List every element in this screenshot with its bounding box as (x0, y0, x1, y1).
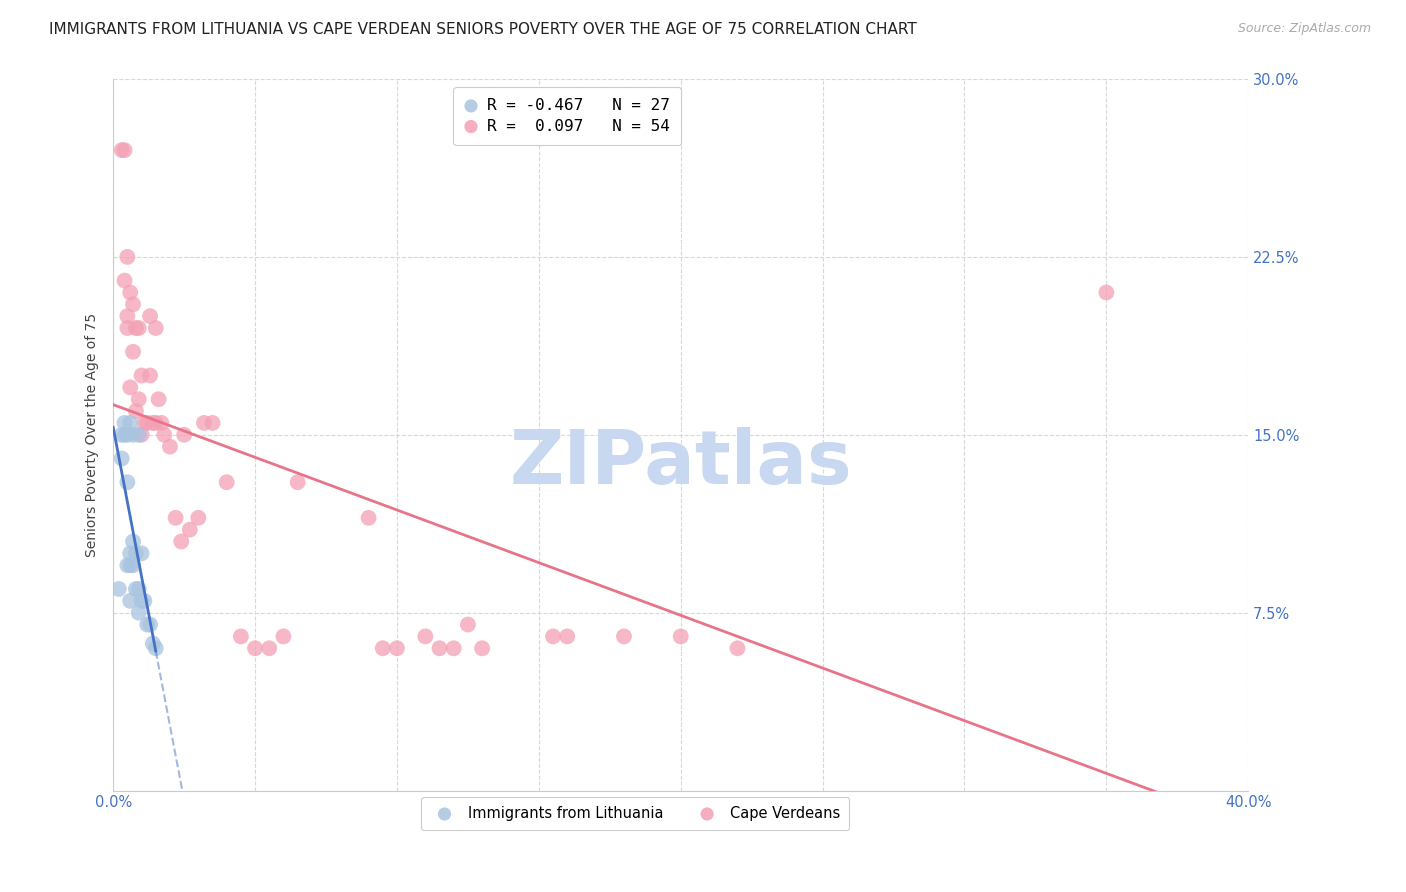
Point (120, 558, 142, 573)
Point (108, 582, 131, 596)
Point (120, 416, 142, 430)
Point (111, 143, 134, 157)
Point (117, 427, 139, 442)
Point (131, 546, 153, 560)
Point (122, 534, 145, 549)
Point (385, 641, 408, 656)
Point (142, 416, 165, 430)
Point (122, 558, 145, 573)
Point (125, 404, 148, 418)
Point (443, 641, 465, 656)
Point (117, 475, 139, 490)
Point (117, 250, 139, 264)
Point (727, 641, 749, 656)
Point (457, 617, 479, 632)
Point (120, 546, 142, 560)
Point (139, 309, 162, 323)
Point (173, 427, 195, 442)
Point (114, 416, 136, 430)
Point (613, 629, 636, 643)
Point (122, 297, 145, 311)
Text: IMMIGRANTS FROM LITHUANIA VS CAPE VERDEAN SENIORS POVERTY OVER THE AGE OF 75 COR: IMMIGRANTS FROM LITHUANIA VS CAPE VERDEA… (49, 22, 917, 37)
Point (179, 523, 201, 537)
Point (243, 641, 266, 656)
Point (1095, 285, 1118, 300)
Point (131, 427, 153, 442)
Point (371, 641, 394, 656)
Point (128, 582, 150, 596)
Point (541, 629, 564, 643)
Point (139, 368, 162, 383)
Point (139, 617, 162, 632)
Point (111, 451, 134, 466)
Point (215, 475, 238, 490)
Point (134, 594, 156, 608)
Point (159, 440, 181, 454)
Point (122, 427, 145, 442)
Point (153, 427, 176, 442)
Point (120, 594, 142, 608)
Point (259, 641, 281, 656)
Point (415, 629, 437, 643)
Point (128, 427, 150, 442)
Point (357, 510, 380, 524)
Point (117, 321, 139, 335)
Point (125, 546, 148, 560)
Point (120, 380, 142, 394)
Point (136, 416, 159, 430)
Text: ZIPatlas: ZIPatlas (509, 426, 852, 500)
Point (117, 558, 139, 573)
Text: Source: ZipAtlas.com: Source: ZipAtlas.com (1237, 22, 1371, 36)
Point (125, 582, 148, 596)
Point (114, 143, 136, 157)
Y-axis label: Seniors Poverty Over the Age of 75: Seniors Poverty Over the Age of 75 (86, 313, 100, 557)
Point (131, 594, 153, 608)
Point (117, 309, 139, 323)
Point (125, 321, 148, 335)
Point (429, 641, 451, 656)
Point (193, 416, 215, 430)
Point (145, 321, 167, 335)
Point (165, 510, 187, 524)
Point (128, 321, 150, 335)
Point (142, 636, 165, 650)
Point (122, 344, 145, 359)
Legend: Immigrants from Lithuania, Cape Verdeans: Immigrants from Lithuania, Cape Verdeans (422, 797, 849, 830)
Point (150, 416, 173, 430)
Point (145, 416, 167, 430)
Point (187, 510, 209, 524)
Point (134, 416, 156, 430)
Point (128, 606, 150, 620)
Point (555, 629, 578, 643)
Point (471, 641, 494, 656)
Point (131, 368, 153, 383)
Point (170, 534, 193, 549)
Point (114, 427, 136, 442)
Point (201, 416, 224, 430)
Point (148, 392, 170, 407)
Point (128, 392, 150, 407)
Point (136, 617, 159, 632)
Point (229, 629, 252, 643)
Point (114, 274, 136, 288)
Point (287, 475, 309, 490)
Point (111, 427, 134, 442)
Point (273, 629, 295, 643)
Point (120, 285, 142, 300)
Point (669, 629, 692, 643)
Point (145, 641, 167, 656)
